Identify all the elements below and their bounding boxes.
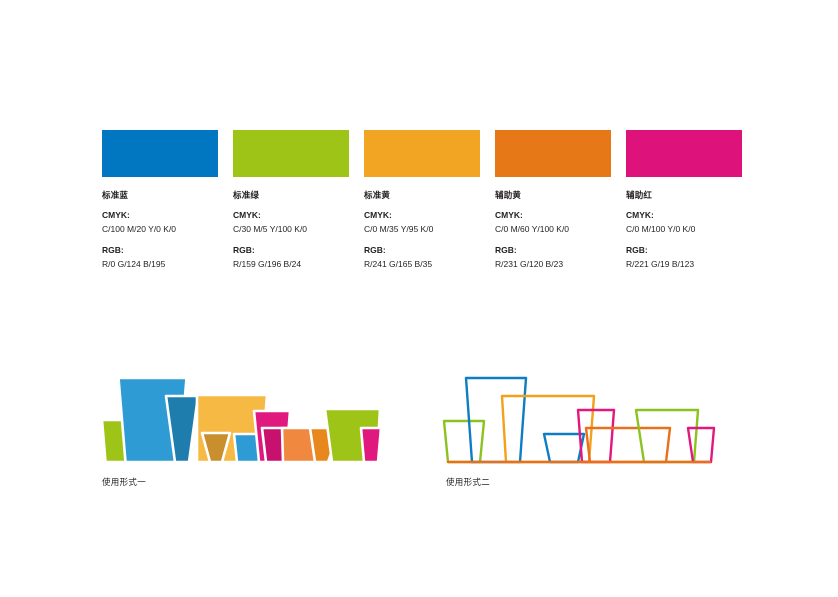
logo-usage-form-one: 使用形式一 xyxy=(96,372,386,488)
rgb-value: R/159 G/196 B/24 xyxy=(233,259,302,269)
shape-teal-cup xyxy=(164,394,200,464)
rgb-label: RGB: xyxy=(364,245,386,255)
color-name: 标准黄 xyxy=(364,190,391,200)
cmyk-label: CMYK: xyxy=(626,210,654,220)
outline-green-cup xyxy=(442,419,486,464)
color-chip-standard-blue xyxy=(102,130,218,177)
logo-usage-form-two: 使用形式二 xyxy=(440,372,730,488)
swatch-block: 辅助黄 CMYK: C/0 M/60 Y/100 K/0 RGB: R/231 … xyxy=(495,130,611,271)
logo-usage-section: 使用形式一 xyxy=(0,372,838,512)
shape-magenta-cup xyxy=(359,426,383,464)
cmyk-value: C/0 M/100 Y/0 K/0 xyxy=(626,224,696,234)
rgb-label: RGB: xyxy=(233,245,255,255)
cmyk-value: C/0 M/60 Y/100 K/0 xyxy=(495,224,570,234)
color-name: 辅助黄 xyxy=(495,190,522,200)
logo-mark-filled xyxy=(100,376,383,464)
swatch-block: 标准蓝 CMYK: C/100 M/20 Y/0 K/0 RGB: R/0 G/… xyxy=(102,130,218,271)
swatch-block: 辅助红 CMYK: C/0 M/100 Y/0 K/0 RGB: R/221 G… xyxy=(626,130,742,271)
color-chip-standard-green xyxy=(233,130,349,177)
cmyk-label: CMYK: xyxy=(233,210,261,220)
cmyk-label: CMYK: xyxy=(495,210,523,220)
rgb-label: RGB: xyxy=(102,245,124,255)
rgb-value: R/231 G/120 B/23 xyxy=(495,259,564,269)
color-name: 标准蓝 xyxy=(102,190,129,200)
color-name: 标准绿 xyxy=(233,190,260,200)
color-chip-accent-yellow xyxy=(495,130,611,177)
cmyk-label: CMYK: xyxy=(364,210,392,220)
color-chip-standard-yellow xyxy=(364,130,480,177)
logo-caption-form-two: 使用形式二 xyxy=(446,477,491,487)
cmyk-value: C/100 M/20 Y/0 K/0 xyxy=(102,224,177,234)
rgb-label: RGB: xyxy=(626,245,648,255)
color-name: 辅助红 xyxy=(626,190,653,200)
rgb-value: R/221 G/19 B/123 xyxy=(626,259,695,269)
swatch-block: 标准绿 CMYK: C/30 M/5 Y/100 K/0 RGB: R/159 … xyxy=(233,130,349,271)
logo-mark-outline xyxy=(442,376,716,464)
rgb-value: R/0 G/124 B/195 xyxy=(102,259,166,269)
cmyk-value: C/30 M/5 Y/100 K/0 xyxy=(233,224,308,234)
rgb-value: R/241 G/165 B/35 xyxy=(364,259,433,269)
color-chip-accent-red xyxy=(626,130,742,177)
cmyk-label: CMYK: xyxy=(102,210,130,220)
logo-caption-form-one: 使用形式一 xyxy=(102,477,147,487)
outline-magenta-cup xyxy=(686,426,716,464)
color-palette-section: 标准蓝 CMYK: C/100 M/20 Y/0 K/0 RGB: R/0 G/… xyxy=(102,130,762,271)
rgb-label: RGB: xyxy=(495,245,517,255)
swatch-block: 标准黄 CMYK: C/0 M/35 Y/95 K/0 RGB: R/241 G… xyxy=(364,130,480,271)
outline-orange-wide xyxy=(584,426,672,464)
shape-ochre-cup xyxy=(200,431,232,464)
outline-blue-cup xyxy=(542,432,586,464)
cmyk-value: C/0 M/35 Y/95 K/0 xyxy=(364,224,434,234)
